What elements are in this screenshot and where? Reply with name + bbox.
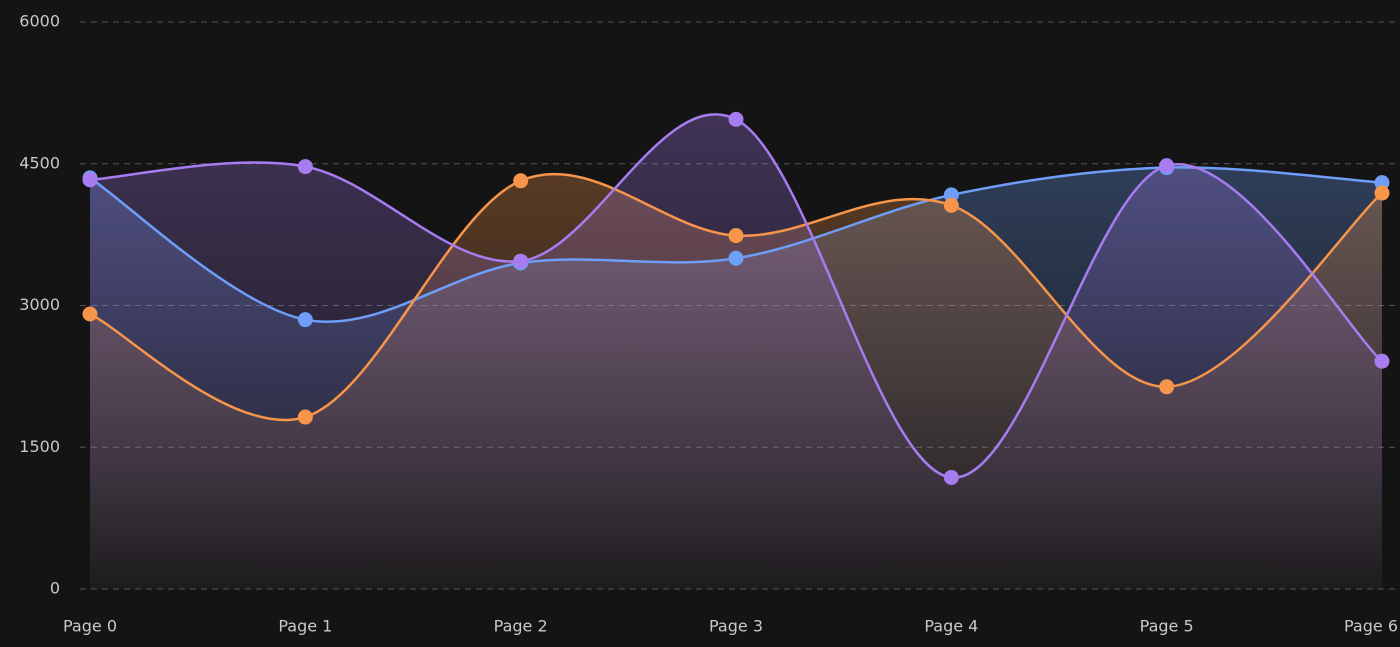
point	[1374, 353, 1390, 369]
y-tick-label: 4500	[19, 153, 60, 172]
x-tick-label: Page 3	[709, 617, 763, 636]
point	[297, 312, 313, 328]
point	[1159, 158, 1175, 174]
y-tick-label: 6000	[19, 12, 60, 31]
y-tick-label: 3000	[19, 295, 60, 314]
point	[943, 187, 959, 203]
point	[1374, 175, 1390, 191]
point	[297, 159, 313, 175]
point	[513, 253, 529, 269]
x-tick-label: Page 2	[494, 617, 548, 636]
point	[728, 111, 744, 127]
x-tick-label: Page 5	[1140, 617, 1194, 636]
y-tick-label: 1500	[19, 437, 60, 456]
point	[82, 172, 98, 188]
point	[728, 228, 744, 244]
point	[943, 469, 959, 485]
point	[728, 250, 744, 266]
x-tick-label: Page 0	[63, 617, 117, 636]
x-tick-label: Page 6	[1344, 617, 1398, 636]
point	[82, 306, 98, 322]
area	[90, 114, 1382, 589]
y-tick-label: 0	[50, 579, 60, 598]
point	[513, 173, 529, 189]
x-tick-label: Page 1	[278, 617, 332, 636]
point	[1159, 379, 1175, 395]
point	[1374, 185, 1390, 201]
point	[943, 197, 959, 213]
point	[297, 409, 313, 425]
x-tick-label: Page 4	[924, 617, 978, 636]
